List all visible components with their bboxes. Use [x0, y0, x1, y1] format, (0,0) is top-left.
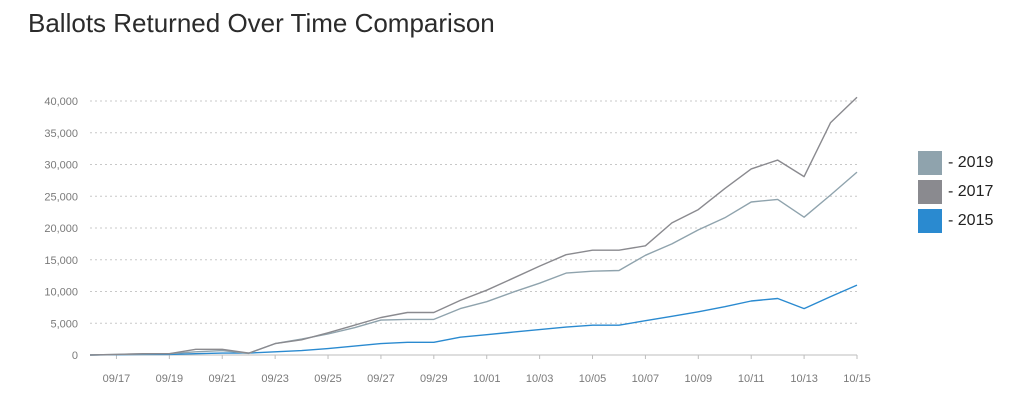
y-tick-label: 20,000	[44, 223, 78, 235]
x-tick-label: 09/27	[367, 373, 395, 385]
y-tick-label: 15,000	[44, 255, 78, 267]
x-tick-label: 10/03	[526, 373, 554, 385]
legend-item-2015[interactable]: - 2015	[918, 206, 993, 235]
y-tick-label: 10,000	[44, 287, 78, 299]
x-tick-label: 10/11	[738, 373, 765, 385]
y-tick-label: 40,000	[44, 96, 78, 108]
x-tick-label: 09/25	[314, 373, 342, 385]
y-tick-label: 25,000	[44, 191, 78, 203]
series-line-2017	[89, 96, 858, 356]
x-tick-label: 10/13	[790, 373, 818, 385]
y-tick-label: 30,000	[44, 160, 78, 172]
legend-label-2015: - 2015	[948, 211, 994, 229]
y-tick-label: 0	[72, 350, 78, 362]
legend-item-2019[interactable]: - 2019	[918, 148, 993, 177]
legend-item-2017[interactable]: - 2017	[918, 177, 993, 206]
y-tick-label: 35,000	[44, 128, 78, 140]
x-tick-label: 09/21	[208, 373, 236, 385]
x-tick-label: 10/07	[632, 373, 660, 385]
chart-title: Ballots Returned Over Time Comparison	[28, 8, 495, 38]
x-tick-label: 09/19	[156, 373, 184, 385]
series-line-2015	[89, 284, 858, 356]
x-tick-label: 10/09	[685, 373, 713, 385]
x-tick-label: 09/23	[261, 373, 289, 385]
x-tick-label: 10/05	[579, 373, 607, 385]
legend-swatch-2017	[918, 179, 942, 204]
legend-swatch-2015	[918, 208, 942, 233]
y-tick-label: 5,000	[50, 318, 78, 330]
legend-label-2019: - 2019	[948, 153, 994, 171]
x-tick-label: 10/01	[473, 373, 501, 385]
x-tick-label: 09/17	[103, 373, 131, 385]
series-line-2019	[89, 171, 858, 356]
legend-swatch-2019	[918, 150, 942, 175]
legend: - 2019 - 2017 - 2015	[918, 148, 993, 235]
x-tick-label: 10/15	[843, 373, 871, 385]
x-tick-label: 09/29	[420, 373, 448, 385]
legend-label-2017: - 2017	[948, 182, 994, 200]
